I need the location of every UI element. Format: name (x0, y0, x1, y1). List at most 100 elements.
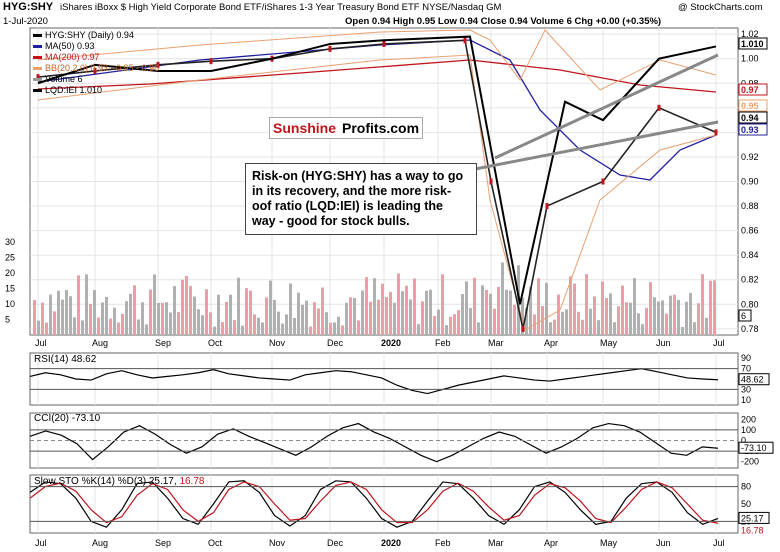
volume-bar (601, 281, 604, 335)
volume-bar (121, 313, 124, 335)
volume-bar (309, 326, 312, 335)
volume-bar (117, 322, 120, 335)
volume-tick-label: 30 (5, 237, 15, 247)
volume-bar (277, 311, 280, 335)
sto-title: Slow STO %K(14) %D(3) 25.17, 16.78 (34, 476, 204, 487)
volume-bar (441, 274, 444, 335)
volume-bar (329, 322, 332, 335)
volume-bar (205, 289, 208, 335)
volume-bar (357, 320, 360, 335)
volume-bar (521, 297, 524, 335)
x-tick-label-bottom: Feb (435, 538, 451, 548)
volume-bar (289, 283, 292, 335)
volume-bar (653, 297, 656, 335)
price-candle (545, 203, 549, 210)
volume-bar (681, 326, 684, 335)
volume-bar (149, 289, 152, 335)
volume-bar (209, 312, 212, 335)
ma200-line (37, 59, 717, 93)
sto-k-line (29, 480, 719, 528)
volume-bar (477, 322, 480, 335)
volume-bar (713, 280, 716, 335)
volume-bar (129, 293, 132, 335)
volume-bar (313, 302, 316, 335)
volume-bar (605, 297, 608, 335)
volume-bar (445, 325, 448, 335)
legend-label: BB(20,2.0) 0.93 - 0.95 - 0.96 (45, 63, 160, 73)
volume-bar (85, 274, 88, 335)
sto-last-box (738, 511, 770, 524)
price-candle (601, 178, 605, 185)
volume-bar (113, 307, 116, 335)
cci-tick-label: -200 (741, 457, 759, 467)
volume-bar (417, 324, 420, 335)
price-candle (328, 45, 332, 52)
volume-bar (669, 295, 672, 335)
price-candle (521, 325, 525, 332)
volume-bar (373, 278, 376, 335)
cci-tick-label: 200 (741, 414, 756, 424)
volume-bar (281, 323, 284, 335)
volume-bar (353, 297, 356, 335)
copyright[interactable]: @ StockCharts.com (678, 2, 763, 13)
price-tick-label: 0.82 (741, 275, 759, 285)
volume-bar (593, 296, 596, 335)
x-tick-label: Jul (713, 338, 725, 348)
volume-bar (181, 279, 184, 335)
annotation-box: Risk-on (HYG:SHY) has a way to go in its… (245, 163, 477, 235)
volume-bar (109, 318, 112, 335)
x-tick-label-bottom: Sep (155, 538, 171, 548)
volume-bar (77, 275, 80, 335)
volume-bar (365, 277, 368, 335)
volume-bar (257, 317, 260, 335)
volume-bar (97, 317, 100, 335)
price-tick-label: 0.84 (741, 250, 759, 260)
volume-bar (577, 311, 580, 335)
volume-bar (465, 281, 468, 335)
last-value-label: 1.010 (741, 39, 764, 49)
volume-bar (161, 302, 164, 335)
rsi-tick-label: 10 (741, 395, 751, 405)
bb-upper (37, 29, 717, 91)
volume-bar (437, 309, 440, 335)
volume-bar (137, 319, 140, 335)
volume-bar (581, 319, 584, 335)
volume-bar (297, 292, 300, 335)
volume-bar (505, 289, 508, 335)
volume-bar (217, 294, 220, 335)
x-tick-label: Aug (92, 338, 108, 348)
volume-tick-label: 25 (5, 253, 15, 263)
volume-bar (381, 283, 384, 335)
legend-label: MA(50) 0.93 (45, 41, 95, 51)
volume-bar (401, 291, 404, 335)
volume-bar (641, 324, 644, 335)
volume-bar (265, 297, 268, 335)
symbol-title: HYG:SHY (3, 1, 54, 13)
legend-item-price: HYG:SHY (Daily) 0.94 (33, 30, 159, 41)
volume-bar (481, 285, 484, 335)
lqd-iei-line (37, 35, 717, 305)
last-value-box (738, 111, 768, 124)
volume-bar (105, 296, 108, 335)
rsi-last-box (738, 373, 770, 386)
price-candle (36, 74, 40, 81)
x-tick-label: Oct (208, 338, 223, 348)
price-candle (463, 37, 467, 44)
legend-label: Volume 6 (45, 74, 83, 84)
price-candle (93, 67, 97, 74)
volume-bar (193, 296, 196, 335)
volume-bar (565, 309, 568, 335)
volume-bar (609, 293, 612, 335)
volume-bar (649, 282, 652, 335)
volume-bar (473, 277, 476, 335)
x-tick-label: Sep (155, 338, 171, 348)
volume-bar (189, 285, 192, 335)
volume-bar (693, 322, 696, 335)
volume-bar (81, 320, 84, 335)
rsi-last-label: 48.62 (741, 375, 764, 385)
volume-bar (561, 311, 564, 335)
symbol-description: iShares iBoxx $ High Yield Corporate Bon… (60, 2, 502, 13)
legend-swatch (33, 67, 42, 70)
sto-last-d-label: 16.78 (741, 525, 764, 535)
price-candle (714, 129, 718, 136)
